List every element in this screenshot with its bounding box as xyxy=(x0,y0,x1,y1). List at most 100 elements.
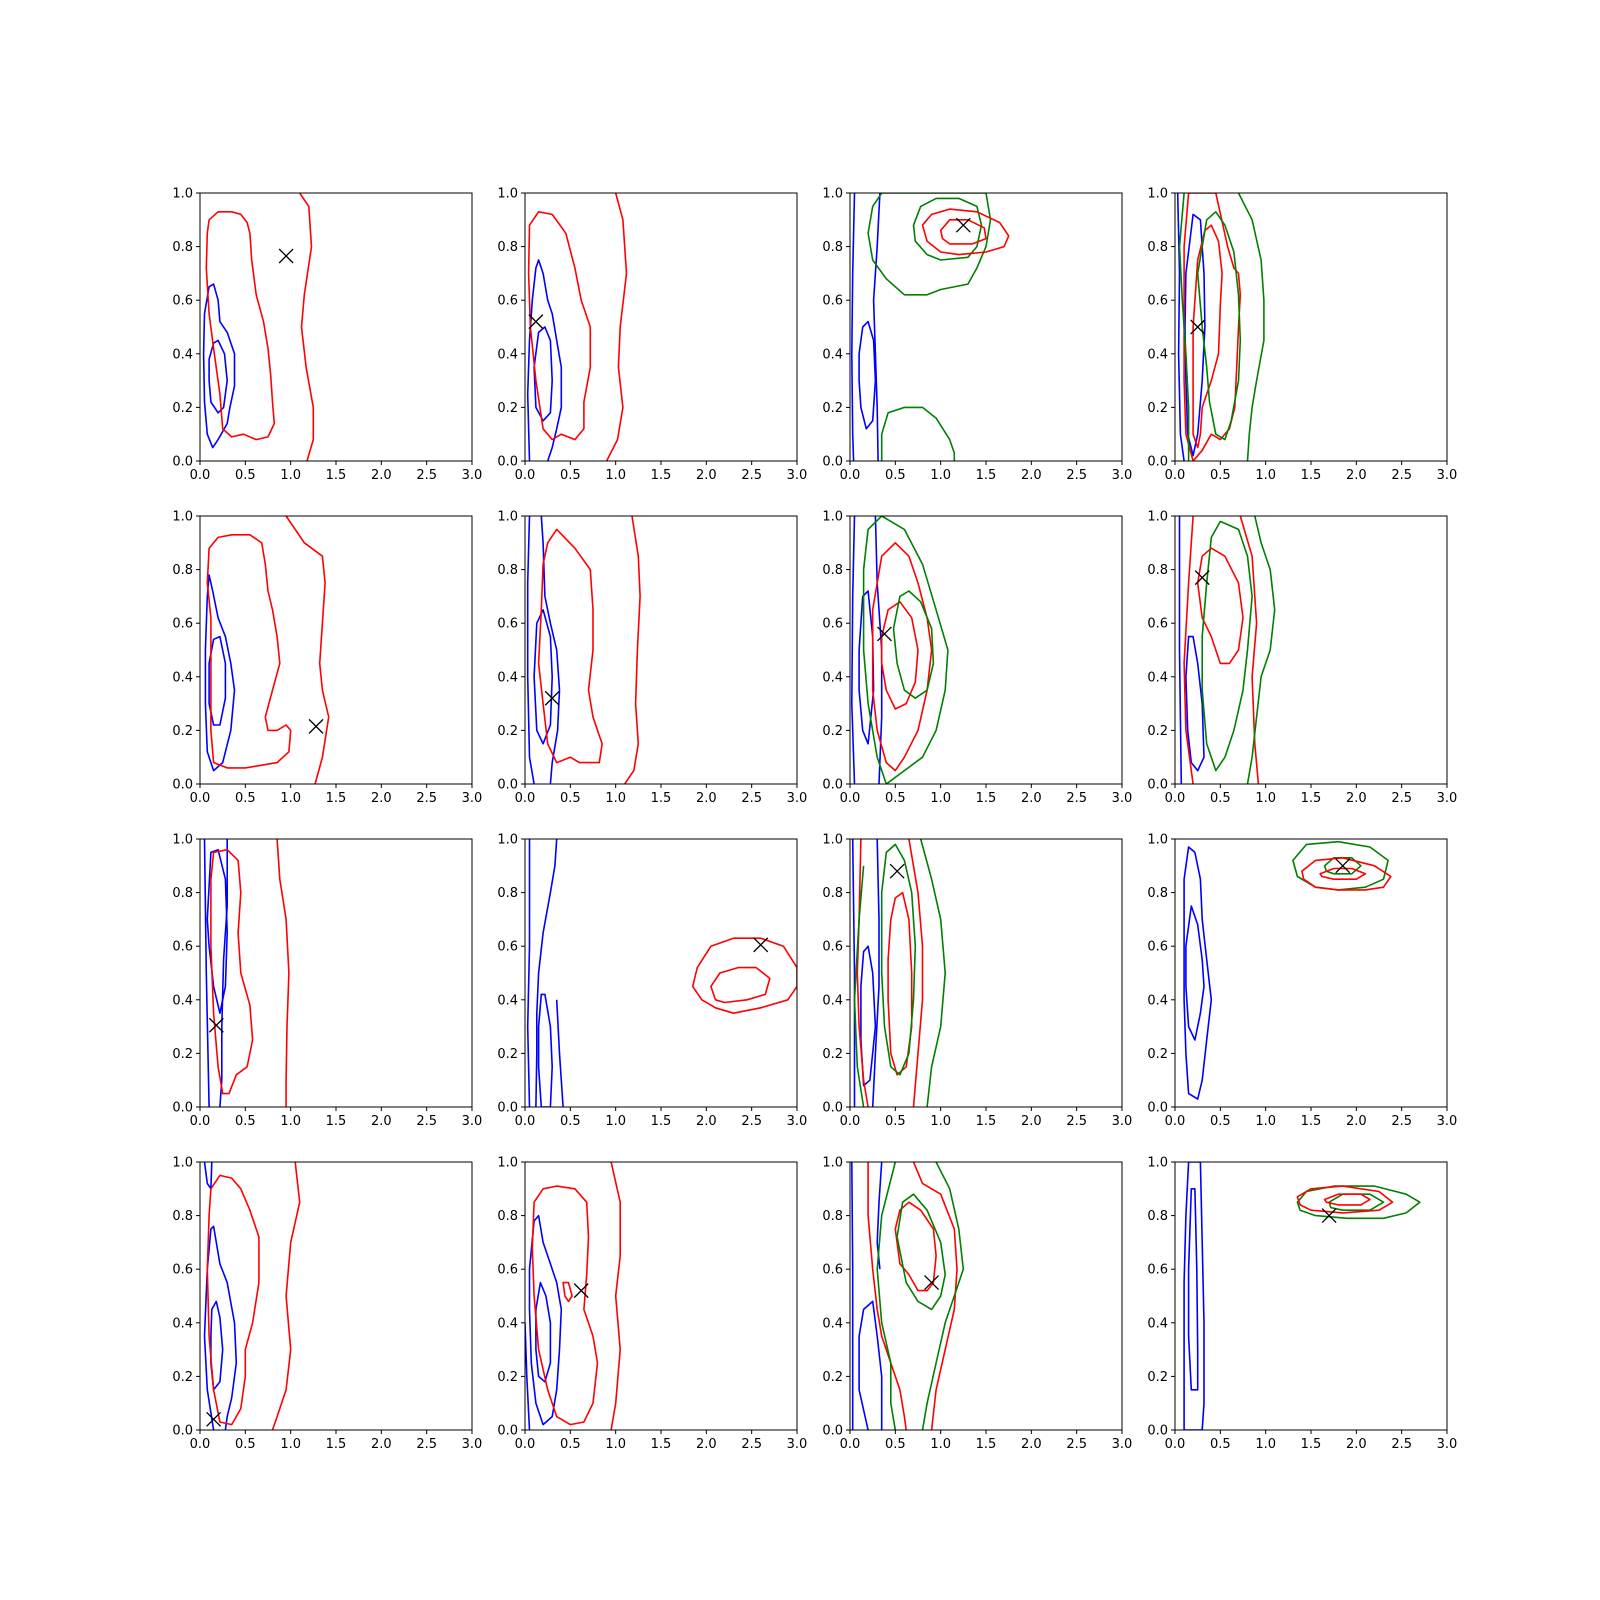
y-tick-label: 0.0 xyxy=(497,1424,518,1439)
x-tick-label: 1.0 xyxy=(280,468,301,483)
x-marker xyxy=(1194,570,1210,586)
red-contour xyxy=(939,219,987,245)
x-tick-label: 1.0 xyxy=(280,1437,301,1452)
blue-contour xyxy=(1178,516,1183,784)
x-tick-label: 2.0 xyxy=(696,791,717,806)
y-tick-label: 0.2 xyxy=(1147,401,1168,416)
x-marker xyxy=(528,314,544,330)
panel-r3-c4: 0.0 0.5 1.0 1.5 2.0 2.5 3.0 0.0 0.2 0.4 0.6 0.8 1.0 xyxy=(1147,833,1457,1130)
red-contour xyxy=(921,208,1010,256)
blue-contour xyxy=(850,516,856,784)
green-contour xyxy=(1246,516,1276,784)
red-contour xyxy=(1296,1185,1394,1214)
x-tick-label: 0.0 xyxy=(1165,1437,1186,1452)
y-tick-label: 0.8 xyxy=(1147,563,1168,578)
x-tick-label: 0.5 xyxy=(560,791,581,806)
y-tick-label: 0.0 xyxy=(1147,455,1168,470)
blue-contour xyxy=(533,326,554,422)
y-tick-label: 0.2 xyxy=(172,401,193,416)
x-tick-label: 1.0 xyxy=(930,1437,951,1452)
x-tick-label: 1.5 xyxy=(976,791,997,806)
x-tick-label: 1.0 xyxy=(280,1114,301,1129)
x-tick-label: 1.0 xyxy=(1255,1437,1276,1452)
blue-contour xyxy=(202,283,236,449)
x-tick-label: 2.0 xyxy=(1021,1114,1042,1129)
green-contour xyxy=(1237,193,1265,461)
x-tick-label: 2.5 xyxy=(1391,1437,1412,1452)
blue-contour xyxy=(526,839,531,1107)
x-tick-label: 2.0 xyxy=(1021,791,1042,806)
x-tick-label: 1.0 xyxy=(1255,468,1276,483)
contour-group xyxy=(1183,840,1392,1100)
y-tick-label: 0.0 xyxy=(172,1424,193,1439)
green-contour xyxy=(921,1162,965,1430)
y-tick-label: 0.0 xyxy=(172,778,193,793)
x-tick-label: 2.5 xyxy=(1391,791,1412,806)
x-tick-label: 1.5 xyxy=(651,791,672,806)
contour-group xyxy=(526,516,641,784)
x-tick-label: 2.0 xyxy=(696,1437,717,1452)
y-tick-label: 0.0 xyxy=(1147,778,1168,793)
y-tick-label: 0.0 xyxy=(172,1101,193,1116)
y-tick-label: 0.4 xyxy=(497,347,518,362)
x-tick-label: 0.0 xyxy=(840,1437,861,1452)
y-tick-label: 0.6 xyxy=(497,294,518,309)
x-tick-label: 0.0 xyxy=(840,1114,861,1129)
red-contour xyxy=(1319,867,1367,881)
red-contour xyxy=(610,1162,622,1430)
y-tick-label: 0.2 xyxy=(822,1047,843,1062)
x-tick-label: 1.0 xyxy=(930,1114,951,1129)
green-contour xyxy=(1196,211,1242,441)
x-tick-label: 2.5 xyxy=(416,468,437,483)
blue-contour xyxy=(1184,213,1206,457)
x-tick-label: 3.0 xyxy=(1437,1437,1458,1452)
red-contour xyxy=(531,1185,599,1426)
x-tick-label: 2.0 xyxy=(1346,1114,1367,1129)
x-tick-label: 0.0 xyxy=(1165,468,1186,483)
x-tick-label: 3.0 xyxy=(787,791,808,806)
blue-contour xyxy=(851,1162,854,1430)
x-marker xyxy=(278,248,294,264)
y-tick-label: 1.0 xyxy=(822,1156,843,1171)
y-tick-label: 0.2 xyxy=(1147,1370,1168,1385)
blue-contour xyxy=(537,993,554,1107)
x-tick-label: 2.5 xyxy=(1066,791,1087,806)
x-tick-label: 0.0 xyxy=(1165,1114,1186,1129)
x-marker xyxy=(924,1275,940,1291)
blue-contour xyxy=(1185,635,1205,772)
red-contour xyxy=(285,516,330,784)
axes-frame xyxy=(1174,1161,1448,1431)
x-tick-label: 3.0 xyxy=(1112,791,1133,806)
red-contour xyxy=(908,839,924,1107)
x-tick-label: 0.0 xyxy=(840,791,861,806)
x-marker xyxy=(573,1283,589,1299)
x-tick-label: 2.0 xyxy=(1346,468,1367,483)
y-tick-label: 0.0 xyxy=(1147,1101,1168,1116)
y-tick-label: 1.0 xyxy=(497,510,518,525)
x-tick-label: 0.5 xyxy=(885,468,906,483)
x-tick-label: 1.5 xyxy=(651,468,672,483)
y-tick-label: 0.4 xyxy=(497,670,518,685)
x-tick-label: 0.5 xyxy=(885,791,906,806)
x-tick-label: 0.0 xyxy=(190,1437,211,1452)
panel-r2-c4: 0.0 0.5 1.0 1.5 2.0 2.5 3.0 0.0 0.2 0.4 0.6 0.8 1.0 xyxy=(1147,510,1457,807)
y-tick-label: 0.6 xyxy=(172,940,193,955)
green-contour xyxy=(876,1162,897,1430)
y-tick-label: 0.6 xyxy=(822,617,843,632)
y-tick-label: 0.6 xyxy=(172,617,193,632)
y-tick-label: 0.4 xyxy=(822,670,843,685)
contour-group xyxy=(526,839,797,1107)
contour-group xyxy=(1176,193,1265,461)
x-tick-label: 0.5 xyxy=(1210,791,1231,806)
panel-r3-c1: 0.0 0.5 1.0 1.5 2.0 2.5 3.0 0.0 0.2 0.4 0.6 0.8 1.0 xyxy=(172,833,482,1130)
x-tick-label: 2.5 xyxy=(741,1437,762,1452)
green-contour xyxy=(896,1193,947,1311)
panel-r4-c3: 0.0 0.5 1.0 1.5 2.0 2.5 3.0 0.0 0.2 0.4 0.6 0.8 1.0 xyxy=(822,1156,1132,1453)
contour-group xyxy=(526,193,628,461)
x-tick-label: 1.0 xyxy=(930,791,951,806)
red-contour xyxy=(1323,1193,1371,1206)
panel-r2-c2: 0.0 0.5 1.0 1.5 2.0 2.5 3.0 0.0 0.2 0.4 0.6 0.8 1.0 xyxy=(497,510,807,807)
x-tick-label: 2.0 xyxy=(696,468,717,483)
x-tick-label: 3.0 xyxy=(1112,468,1133,483)
x-tick-label: 2.5 xyxy=(1391,1114,1412,1129)
